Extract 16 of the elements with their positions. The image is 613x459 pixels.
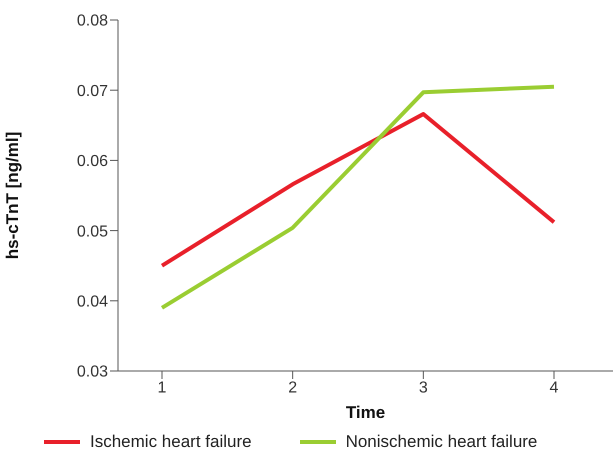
line-series — [160, 112, 556, 268]
y-tick-label: 0.03 — [76, 364, 108, 381]
y-tick-label: 0.06 — [76, 153, 108, 170]
legend-label: Nonischemic heart failure — [346, 432, 538, 452]
y-axis-title: hs-cTnT [ng/ml] — [3, 132, 22, 260]
x-tick-label: 1 — [158, 379, 167, 396]
x-tick-label: 3 — [418, 379, 428, 396]
y-tick-label: 0.07 — [76, 82, 108, 100]
x-tick-label: 4 — [550, 379, 559, 396]
x-axis-title: Time — [346, 403, 386, 422]
y-tick-label: 0.05 — [76, 223, 108, 240]
line-series — [160, 84, 556, 310]
x-tick-label: 2 — [288, 379, 298, 396]
y-tick-label: 0.08 — [76, 12, 108, 30]
y-tick-label: 0.04 — [76, 293, 108, 310]
legend-label: Ischemic heart failure — [90, 432, 252, 452]
